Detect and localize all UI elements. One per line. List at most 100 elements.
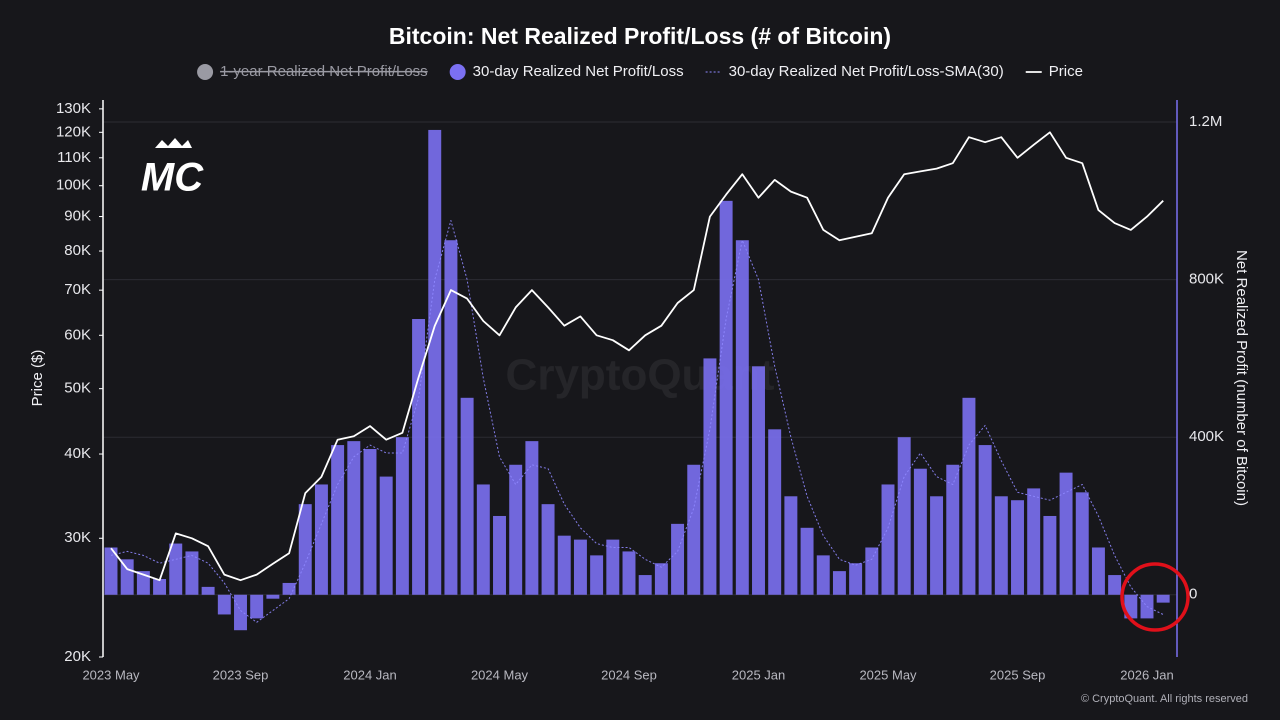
bar xyxy=(573,539,587,595)
bar xyxy=(654,563,668,595)
bar xyxy=(169,543,183,595)
x-tick-label: 2024 May xyxy=(471,667,529,682)
bar xyxy=(298,504,312,595)
bar xyxy=(493,515,506,595)
bar xyxy=(379,476,393,595)
bar xyxy=(444,240,458,595)
legend-swatch xyxy=(197,64,214,80)
bar xyxy=(930,496,944,595)
bar xyxy=(395,437,409,595)
y-tick-label: 60K xyxy=(64,326,91,343)
x-tick-label: 2023 May xyxy=(82,667,140,682)
bar xyxy=(881,484,895,595)
bar xyxy=(590,555,604,595)
bar xyxy=(1156,594,1170,603)
bar xyxy=(1027,488,1041,595)
bar xyxy=(849,563,863,595)
bar xyxy=(557,535,571,595)
bar xyxy=(719,200,733,595)
series-line xyxy=(110,220,1164,623)
bar xyxy=(1011,500,1024,595)
legend-swatch xyxy=(449,64,466,80)
bar xyxy=(671,523,685,595)
bar xyxy=(1075,492,1089,595)
y-tick-label: 30K xyxy=(64,529,91,546)
plot-area xyxy=(103,121,1177,631)
y2-tick-label: 800K xyxy=(1189,271,1224,288)
bar xyxy=(800,527,814,595)
y-tick-label: 50K xyxy=(64,380,91,397)
bar xyxy=(946,464,960,595)
chart-title: Bitcoin: Net Realized Profit/Loss (# of … xyxy=(389,23,891,49)
y-tick-label: 130K xyxy=(56,100,91,117)
x-tick-label: 2025 Sep xyxy=(990,667,1046,682)
bar xyxy=(266,594,280,599)
watermark: CryptoQuant xyxy=(506,351,775,400)
y-tick-label: 90K xyxy=(64,208,91,225)
y-tick-label: 20K xyxy=(64,648,91,665)
bar xyxy=(234,594,247,631)
bar xyxy=(994,496,1008,595)
bar xyxy=(784,496,798,595)
x-tick-label: 2025 Jan xyxy=(732,667,786,682)
bar xyxy=(752,366,765,595)
x-tick-label: 2023 Sep xyxy=(213,667,269,682)
highlight-circle xyxy=(1120,562,1190,632)
x-tick-label: 2025 May xyxy=(859,667,917,682)
bar xyxy=(897,437,911,595)
bar xyxy=(509,464,523,595)
bar xyxy=(185,551,199,595)
bar xyxy=(217,594,231,615)
bar xyxy=(687,464,701,595)
x-tick-label: 2026 Jan xyxy=(1120,667,1174,682)
bar xyxy=(250,594,264,619)
y-tick-label: 110K xyxy=(57,149,91,166)
legend-label: 1-year Realized Net Profit/Loss xyxy=(220,63,428,80)
bar xyxy=(816,555,830,595)
y2-tick-label: 0 xyxy=(1189,586,1197,603)
bar xyxy=(1091,547,1105,595)
bar xyxy=(525,441,539,595)
legend-label: 30-day Realized Net Profit/Loss-SMA(30) xyxy=(729,63,1004,80)
bar xyxy=(865,547,879,595)
legend: 1-year Realized Net Profit/Loss 30-day Re… xyxy=(197,63,1083,80)
y-tick-label: 120K xyxy=(56,123,91,140)
bar xyxy=(120,559,134,595)
logo-crown xyxy=(155,138,192,148)
bar xyxy=(541,504,555,595)
bar xyxy=(962,397,976,595)
y2-tick-label: 1.2M xyxy=(1189,113,1222,130)
y-axis-title: Price ($) xyxy=(29,350,46,407)
bar xyxy=(638,575,652,595)
bar xyxy=(428,129,442,595)
bar xyxy=(363,449,377,595)
y-tick-label: 80K xyxy=(64,242,91,259)
bar xyxy=(153,579,167,595)
x-tick-label: 2024 Sep xyxy=(601,667,657,682)
bar xyxy=(913,468,927,595)
bar xyxy=(314,484,328,595)
legend-label: Price xyxy=(1049,63,1083,80)
bar xyxy=(703,358,717,595)
bar xyxy=(476,484,490,595)
bar xyxy=(622,551,636,595)
footer: © CryptoQuant. All rights reserved xyxy=(1081,693,1248,705)
bar xyxy=(978,445,992,595)
series-line xyxy=(110,131,1164,582)
bar xyxy=(606,539,620,595)
bar xyxy=(331,445,345,595)
bar xyxy=(1043,515,1057,595)
y-tick-label: 40K xyxy=(64,445,91,462)
bar xyxy=(460,397,474,595)
bar xyxy=(201,586,215,595)
bar xyxy=(768,429,782,595)
bar xyxy=(104,547,118,595)
y2-tick-label: 400K xyxy=(1189,428,1224,445)
bar xyxy=(347,441,361,595)
bar xyxy=(735,240,749,595)
y-tick-label: 100K xyxy=(56,177,91,194)
logo: MC xyxy=(141,156,204,200)
y-tick-label: 70K xyxy=(64,281,91,298)
